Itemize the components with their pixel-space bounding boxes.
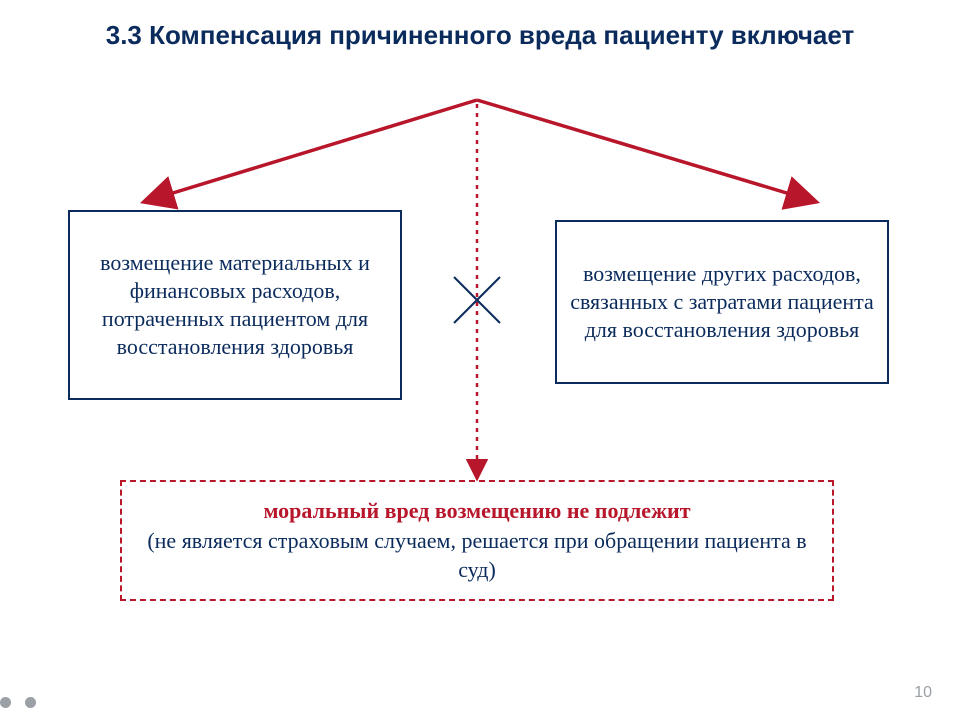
left-box-text: возмещение материальных и финансовых рас…: [82, 249, 388, 362]
arrow-left: [150, 100, 477, 200]
decorative-dots: [0, 697, 36, 708]
slide-title: 3.3 Компенсация причиненного вреда пацие…: [80, 20, 880, 51]
moral-box-subtitle: (не является страховым случаем, решается…: [142, 526, 812, 585]
dot-icon: [25, 697, 36, 708]
dot-icon: [0, 697, 11, 708]
cross-icon: [452, 275, 502, 325]
right-box-text: возмещение других расходов, связанных с …: [569, 260, 875, 344]
right-box: возмещение других расходов, связанных с …: [555, 220, 889, 384]
left-box: возмещение материальных и финансовых рас…: [68, 210, 402, 400]
arrow-right: [477, 100, 810, 200]
moral-box: моральный вред возмещению не подлежит (н…: [120, 480, 834, 601]
page-number: 10: [914, 684, 932, 702]
moral-box-title: моральный вред возмещению не подлежит: [142, 496, 812, 526]
